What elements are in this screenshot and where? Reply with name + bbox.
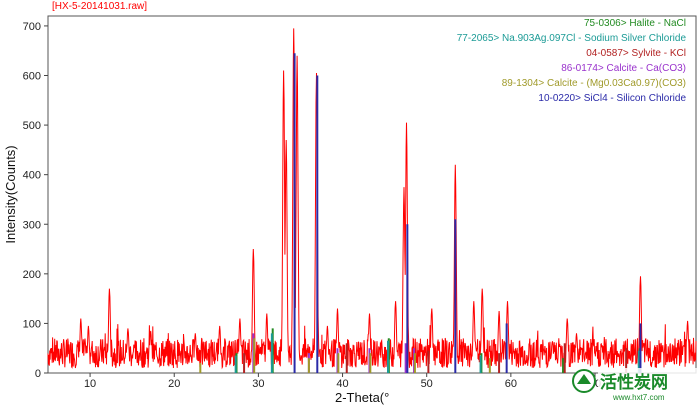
watermark-text: 活性炭网 xyxy=(600,372,668,393)
y-tick-label: 400 xyxy=(23,170,41,182)
legend: 75-0306> Halite - NaCl 77-2065> Na.903Ag.… xyxy=(457,18,687,104)
legend-entry-4: 89-1304> Calcite - (Mg0.03Ca0.97)(CO3) xyxy=(502,78,686,89)
y-axis-title: Intensity(Counts) xyxy=(3,145,18,243)
x-tick-label: 40 xyxy=(336,378,348,390)
legend-entry-1: 77-2065> Na.903Ag.097Cl - Sodium Silver … xyxy=(457,33,687,44)
legend-entry-5: 10-0220> SiCl4 - Silicon Chloride xyxy=(538,93,686,104)
y-tick-label: 500 xyxy=(23,120,41,132)
y-tick-label: 600 xyxy=(23,71,41,83)
legend-entry-0: 75-0306> Halite - NaCl xyxy=(584,18,686,29)
x-tick-label: 50 xyxy=(421,378,433,390)
x-tick-label: 30 xyxy=(252,378,264,390)
y-tick-label: 700 xyxy=(23,21,41,33)
site-watermark: 活性炭网 www.hxt7.com xyxy=(572,368,698,402)
logo-leaf-icon xyxy=(577,374,591,384)
y-tick-label: 100 xyxy=(23,318,41,330)
axes-group: 010020030040050060070010203040506070 xyxy=(23,21,601,390)
plot-frame xyxy=(47,15,697,374)
x-tick-label: 10 xyxy=(84,378,96,390)
legend-entry-2: 04-0587> Sylvite - KCl xyxy=(586,48,686,59)
legend-entry-3: 86-0174> Calcite - Ca(CO3) xyxy=(561,63,686,74)
plot-area xyxy=(47,15,697,374)
x-axis-title: 2-Theta(° xyxy=(335,390,389,405)
pattern-line xyxy=(47,28,697,370)
x-tick-label: 60 xyxy=(505,378,517,390)
pattern-line-group xyxy=(47,28,697,370)
chart-title: [HX-5-20141031.raw] xyxy=(52,1,147,12)
x-tick-label: 20 xyxy=(168,378,180,390)
y-tick-label: 200 xyxy=(23,269,41,281)
watermark-url: www.hxt7.com xyxy=(612,393,665,402)
y-tick-label: 0 xyxy=(35,368,41,380)
y-tick-label: 300 xyxy=(23,219,41,231)
